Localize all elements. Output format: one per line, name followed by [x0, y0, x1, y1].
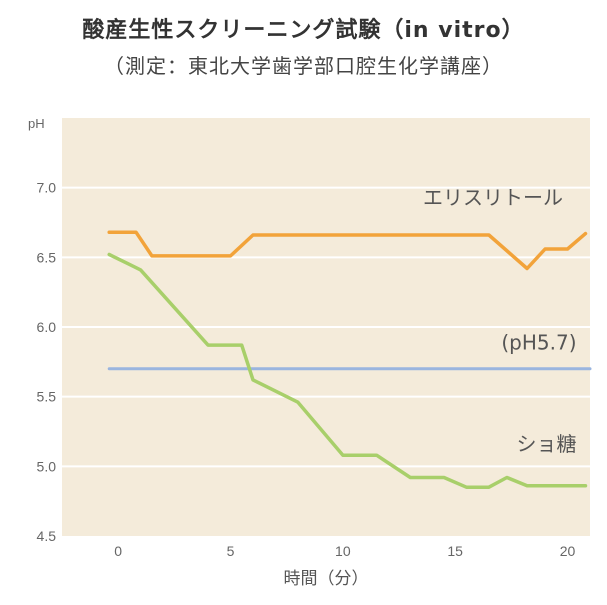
- y-tick-label: 5.5: [37, 389, 57, 405]
- y-tick-label: 4.5: [37, 528, 57, 544]
- y-tick-labels: 4.5 5.0 5.5 6.0 6.5 7.0: [37, 180, 57, 544]
- chart-title: 酸産生性スクリーニング試験（in vitro）: [82, 18, 525, 43]
- series-label: ショ糖: [517, 432, 577, 456]
- series-line: [107, 230, 588, 271]
- x-tick-label: 0: [114, 543, 122, 559]
- gridlines: [62, 186, 590, 468]
- x-tick-label: 15: [447, 543, 463, 559]
- series-labels: エリスリトール (pH5.7) ショ糖: [423, 185, 576, 456]
- y-tick-label: 5.0: [37, 458, 57, 474]
- series-line: [107, 252, 588, 489]
- x-tick-label: 5: [227, 543, 235, 559]
- x-axis-label: 時間（分）: [284, 569, 369, 589]
- x-tick-labels: 0 5 10 15 20: [114, 543, 575, 559]
- y-axis-label: pH: [28, 116, 45, 131]
- x-tick-label: 20: [560, 543, 576, 559]
- x-tick-label: 10: [335, 543, 351, 559]
- chart-subtitle: （測定：東北大学歯学部口腔生化学講座）: [104, 54, 503, 78]
- y-tick-label: 6.0: [37, 319, 57, 335]
- series-label: (pH5.7): [501, 330, 576, 354]
- y-tick-label: 6.5: [37, 249, 57, 265]
- y-tick-label: 7.0: [37, 180, 57, 196]
- series-lines: [107, 230, 592, 489]
- series-label: エリスリトール: [423, 185, 563, 209]
